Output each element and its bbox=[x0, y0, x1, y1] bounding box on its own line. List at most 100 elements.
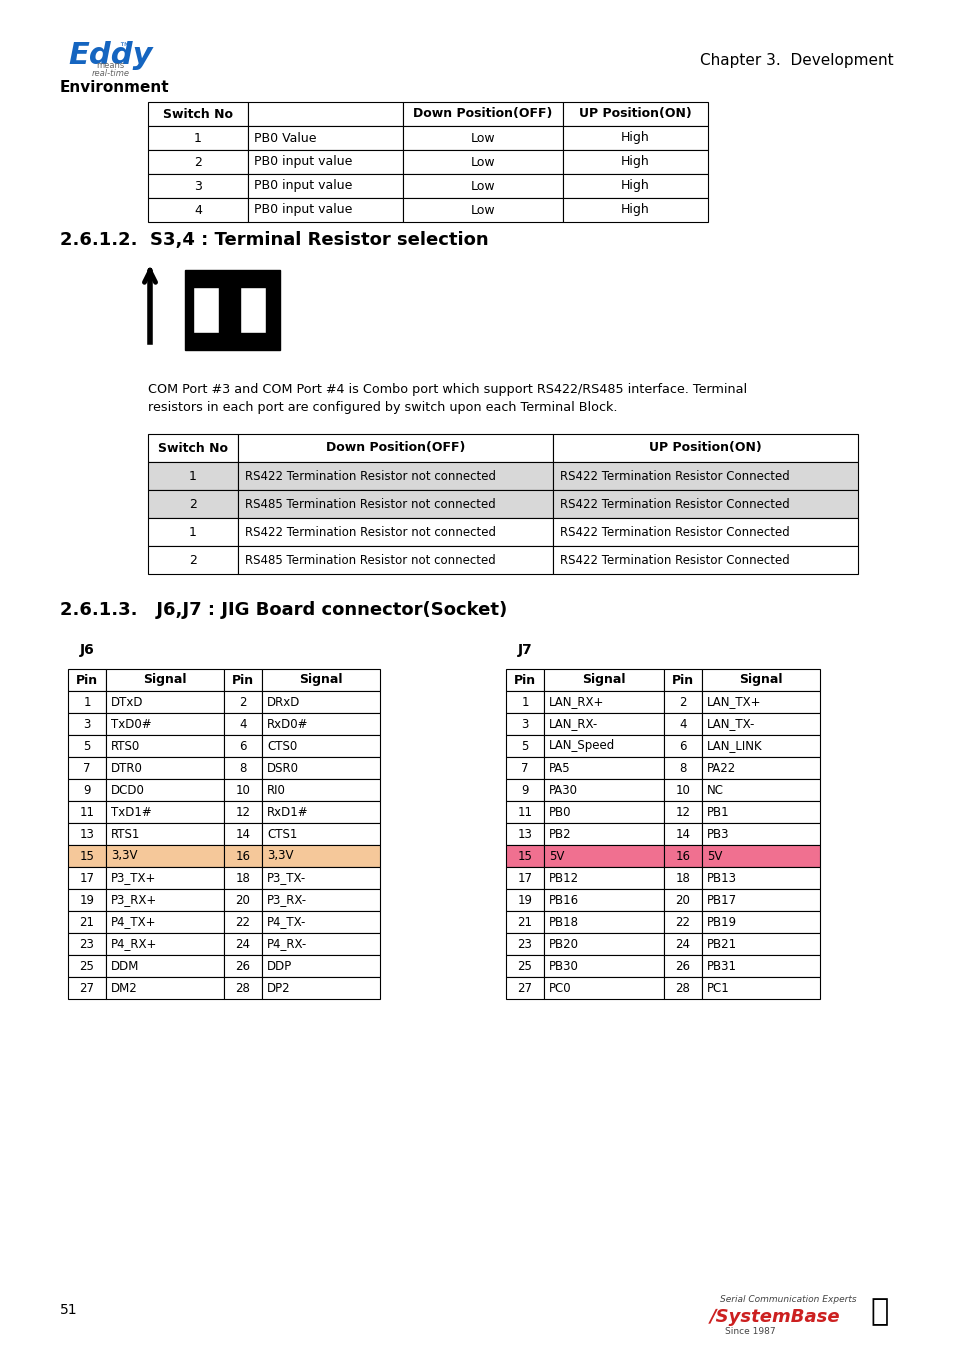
Text: Switch No: Switch No bbox=[163, 108, 233, 120]
Bar bbox=[701, 734, 820, 757]
Text: 27: 27 bbox=[517, 981, 532, 995]
Text: PA5: PA5 bbox=[548, 761, 570, 775]
Text: PB0: PB0 bbox=[548, 806, 571, 818]
Bar bbox=[224, 867, 262, 890]
Bar bbox=[505, 670, 543, 691]
Bar bbox=[68, 911, 106, 933]
Bar bbox=[68, 954, 106, 977]
Bar bbox=[106, 977, 224, 999]
Text: Pin: Pin bbox=[671, 674, 694, 687]
Text: 23: 23 bbox=[517, 937, 532, 950]
Text: LAN_TX-: LAN_TX- bbox=[706, 717, 755, 730]
Text: PB0 input value: PB0 input value bbox=[253, 204, 352, 216]
Text: P4_TX+: P4_TX+ bbox=[111, 915, 156, 929]
Text: 24: 24 bbox=[675, 937, 690, 950]
Bar bbox=[68, 691, 106, 713]
Text: Pin: Pin bbox=[76, 674, 98, 687]
Text: 🐸: 🐸 bbox=[870, 1297, 888, 1327]
Bar bbox=[262, 801, 379, 824]
Bar bbox=[553, 433, 857, 462]
Text: 13: 13 bbox=[79, 828, 94, 841]
Text: 7: 7 bbox=[83, 761, 91, 775]
Bar bbox=[148, 198, 248, 221]
Bar bbox=[106, 933, 224, 954]
Text: PB31: PB31 bbox=[706, 960, 737, 972]
Bar bbox=[68, 713, 106, 734]
Text: resistors in each port are configured by switch upon each Terminal Block.: resistors in each port are configured by… bbox=[148, 401, 617, 414]
Text: PB16: PB16 bbox=[548, 894, 578, 906]
Text: RTS1: RTS1 bbox=[111, 828, 140, 841]
Text: High: High bbox=[620, 180, 649, 193]
Text: 2: 2 bbox=[239, 695, 247, 709]
Text: 17: 17 bbox=[79, 872, 94, 884]
Bar bbox=[68, 779, 106, 801]
Text: RxD1#: RxD1# bbox=[267, 806, 309, 818]
Text: P4_TX-: P4_TX- bbox=[267, 915, 306, 929]
Text: 2: 2 bbox=[193, 155, 202, 169]
Text: DRxD: DRxD bbox=[267, 695, 300, 709]
Bar bbox=[106, 691, 224, 713]
Text: RS422 Termination Resistor Connected: RS422 Termination Resistor Connected bbox=[559, 498, 789, 510]
Text: 10: 10 bbox=[235, 783, 251, 796]
Bar bbox=[701, 867, 820, 890]
Bar bbox=[224, 824, 262, 845]
Bar bbox=[701, 824, 820, 845]
Text: 4: 4 bbox=[679, 717, 686, 730]
Bar bbox=[106, 867, 224, 890]
Text: 8: 8 bbox=[239, 761, 247, 775]
Text: J6: J6 bbox=[80, 643, 94, 657]
Text: 9: 9 bbox=[520, 783, 528, 796]
Bar bbox=[148, 433, 237, 462]
Text: LAN_RX-: LAN_RX- bbox=[548, 717, 598, 730]
Text: PA30: PA30 bbox=[548, 783, 578, 796]
Text: 14: 14 bbox=[235, 828, 251, 841]
Text: PB0 Value: PB0 Value bbox=[253, 131, 316, 144]
Text: DCD0: DCD0 bbox=[111, 783, 145, 796]
Bar bbox=[262, 670, 379, 691]
Bar bbox=[262, 890, 379, 911]
Text: 17: 17 bbox=[517, 872, 532, 884]
Bar bbox=[106, 911, 224, 933]
Text: PB30: PB30 bbox=[548, 960, 578, 972]
Bar bbox=[262, 845, 379, 867]
Bar bbox=[562, 150, 707, 174]
Bar bbox=[68, 757, 106, 779]
Text: 12: 12 bbox=[675, 806, 690, 818]
Text: CTS1: CTS1 bbox=[267, 828, 297, 841]
Bar bbox=[262, 977, 379, 999]
Bar bbox=[553, 490, 857, 518]
Bar bbox=[543, 779, 663, 801]
Bar bbox=[148, 150, 248, 174]
Bar bbox=[262, 911, 379, 933]
Bar bbox=[663, 845, 701, 867]
Bar bbox=[224, 977, 262, 999]
Text: P4_RX-: P4_RX- bbox=[267, 937, 307, 950]
Bar bbox=[543, 867, 663, 890]
Text: Switch No: Switch No bbox=[158, 441, 228, 455]
Bar bbox=[402, 103, 562, 126]
Text: CTS0: CTS0 bbox=[267, 740, 297, 752]
Text: 1: 1 bbox=[520, 695, 528, 709]
Bar bbox=[553, 545, 857, 574]
Bar bbox=[701, 801, 820, 824]
Bar bbox=[663, 801, 701, 824]
Text: RS422 Termination Resistor not connected: RS422 Termination Resistor not connected bbox=[245, 470, 496, 482]
Text: 14: 14 bbox=[675, 828, 690, 841]
Bar bbox=[262, 734, 379, 757]
Text: P3_TX+: P3_TX+ bbox=[111, 872, 156, 884]
Bar bbox=[663, 757, 701, 779]
Bar bbox=[402, 198, 562, 221]
Bar bbox=[505, 977, 543, 999]
Text: P3_RX+: P3_RX+ bbox=[111, 894, 157, 906]
Bar bbox=[262, 933, 379, 954]
Text: Serial Communication Experts: Serial Communication Experts bbox=[720, 1296, 856, 1304]
Text: DSR0: DSR0 bbox=[267, 761, 298, 775]
Text: 24: 24 bbox=[235, 937, 251, 950]
Text: NC: NC bbox=[706, 783, 723, 796]
Text: 1: 1 bbox=[189, 525, 196, 539]
Bar bbox=[148, 126, 248, 150]
Bar bbox=[505, 779, 543, 801]
Text: 11: 11 bbox=[517, 806, 532, 818]
Bar bbox=[402, 126, 562, 150]
Text: 51: 51 bbox=[60, 1303, 77, 1318]
